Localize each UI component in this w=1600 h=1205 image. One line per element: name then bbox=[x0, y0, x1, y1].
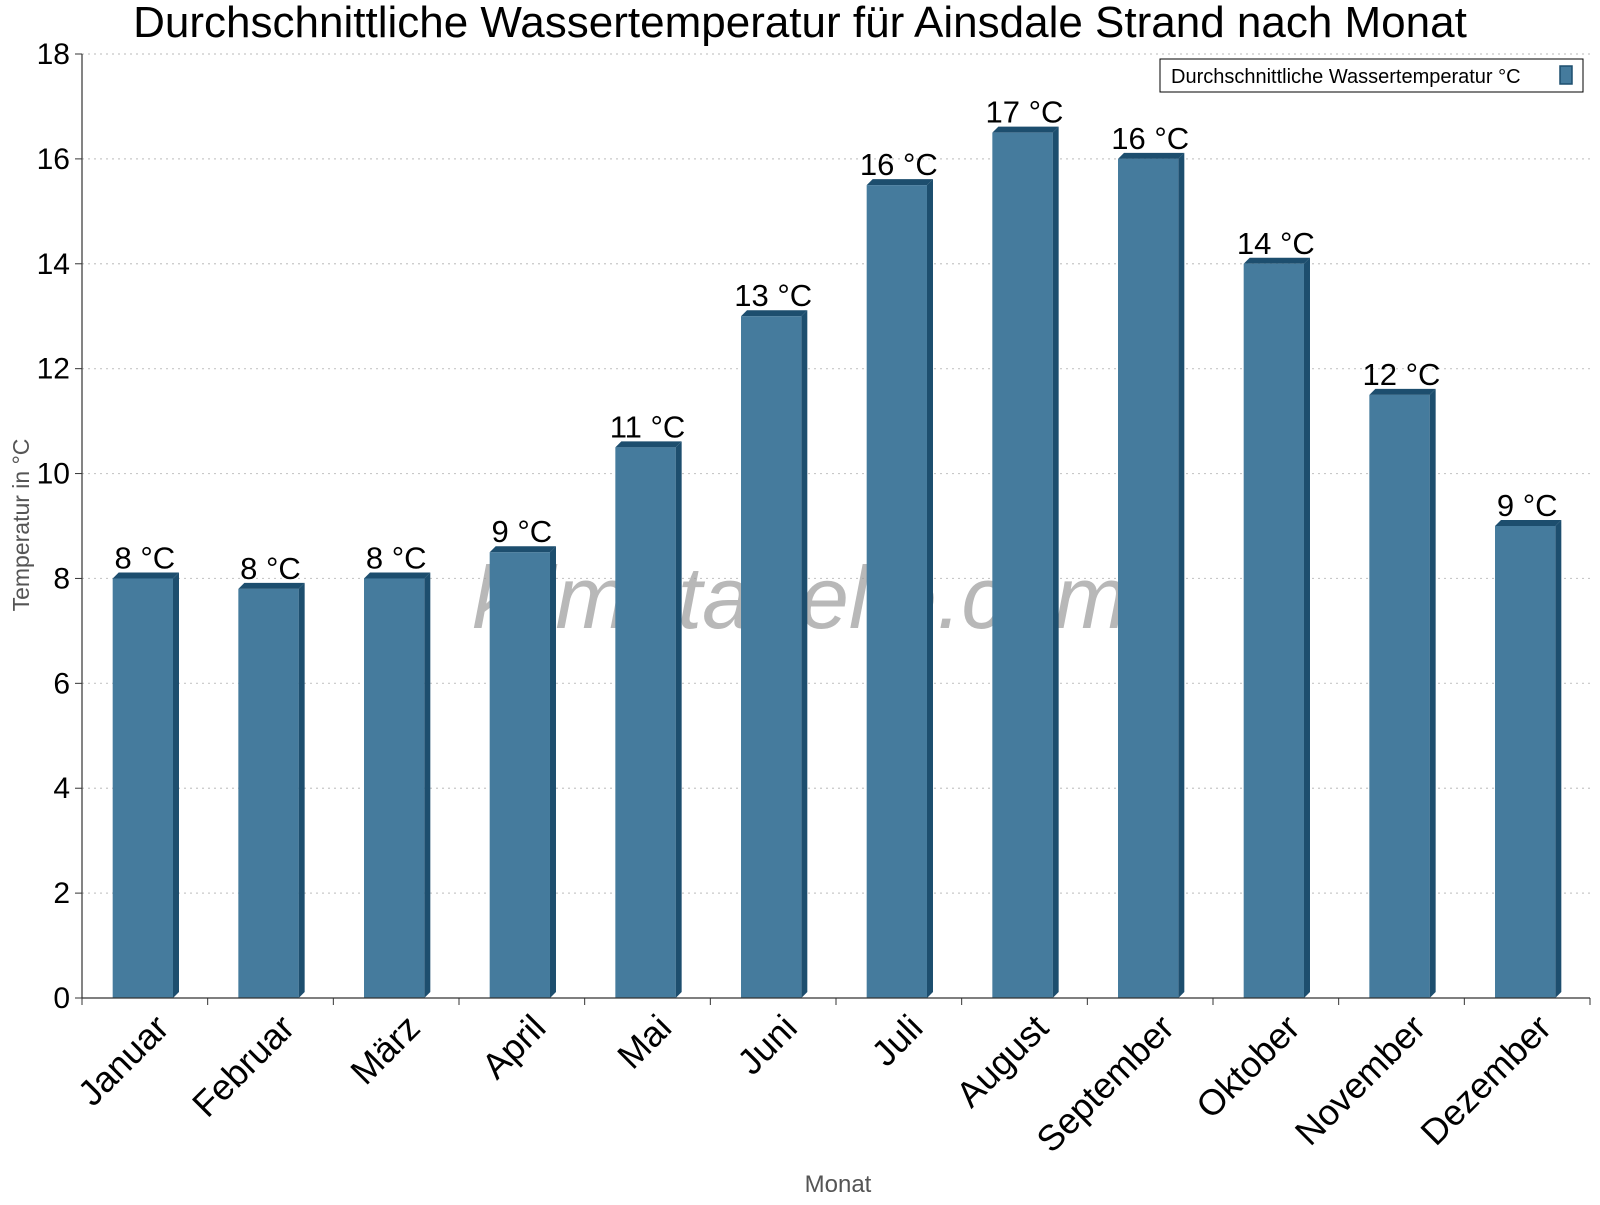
bar-front bbox=[992, 132, 1053, 998]
x-tick-label: April bbox=[474, 1007, 554, 1087]
x-tick-label: November bbox=[1287, 1007, 1433, 1153]
bar-front bbox=[238, 588, 299, 998]
y-tick-labels: 0 2 4 6 8 10 12 14 16 18 bbox=[37, 38, 70, 1015]
bar bbox=[364, 572, 431, 998]
bar-value-label: 14 °C bbox=[1237, 226, 1315, 261]
x-tick-label: Dezember bbox=[1412, 1007, 1558, 1153]
bar bbox=[1495, 520, 1562, 998]
bar-top bbox=[1118, 152, 1185, 159]
bar bbox=[1118, 152, 1185, 998]
bar-side bbox=[424, 572, 431, 998]
x-tick-label: Januar bbox=[70, 1007, 177, 1114]
bar-side bbox=[1052, 126, 1059, 998]
y-tick-label: 12 bbox=[37, 353, 70, 386]
bar-top bbox=[1369, 388, 1436, 395]
legend-label: Durchschnittliche Wassertemperatur °C bbox=[1171, 66, 1521, 88]
bar-front bbox=[615, 447, 676, 998]
y-tick-label: 14 bbox=[37, 248, 70, 281]
bar-value-label: 16 °C bbox=[860, 147, 938, 182]
bar-top bbox=[866, 179, 933, 186]
bar-value-label: 13 °C bbox=[734, 278, 812, 313]
bar bbox=[112, 572, 179, 998]
bar-value-label: 9 °C bbox=[1497, 488, 1558, 523]
bar bbox=[866, 179, 933, 999]
bar-value-label: 17 °C bbox=[986, 95, 1064, 130]
chart-title: Durchschnittliche Wassertemperatur für A… bbox=[133, 0, 1467, 47]
bar-top bbox=[741, 310, 808, 317]
bar-side bbox=[1303, 257, 1310, 998]
bar bbox=[489, 546, 556, 998]
y-tick-label: 16 bbox=[37, 143, 70, 176]
bar-value-label: 16 °C bbox=[1111, 121, 1189, 156]
bars: 8 °C 8 °C 8 °C 9 °C 11 °C 13 °C 16 °C 17 °C 16 °… bbox=[112, 95, 1562, 999]
bar bbox=[238, 582, 305, 998]
y-tick-label: 2 bbox=[53, 877, 70, 910]
bar-top bbox=[489, 546, 556, 553]
bar-side bbox=[926, 179, 933, 999]
bar-front bbox=[489, 552, 550, 998]
y-tick-label: 8 bbox=[53, 562, 70, 595]
bar-front bbox=[1243, 263, 1304, 998]
x-tick-label: Februar bbox=[184, 1007, 302, 1125]
x-axis-title: Monat bbox=[805, 1171, 872, 1198]
bar-value-label: 11 °C bbox=[610, 409, 686, 444]
bar-value-label: 9 °C bbox=[492, 514, 553, 549]
x-tick-labels: Januar Februar März April Mai Juni Juli AugustS… bbox=[70, 1007, 1559, 1161]
x-tick-label: September bbox=[1028, 1007, 1182, 1161]
grid-lines bbox=[82, 53, 1590, 894]
bar-top bbox=[112, 572, 179, 579]
bar-side bbox=[1555, 520, 1562, 998]
x-tick-label: Juni bbox=[729, 1007, 805, 1083]
bar-top bbox=[1495, 520, 1562, 526]
bar-front bbox=[1118, 158, 1179, 998]
legend-swatch bbox=[1559, 65, 1573, 85]
bar-front bbox=[364, 578, 425, 998]
bar-side bbox=[298, 582, 305, 998]
bar-top bbox=[615, 441, 682, 448]
bar-side bbox=[549, 546, 556, 998]
bar-side bbox=[1178, 152, 1185, 998]
y-tick-label: 6 bbox=[53, 667, 70, 700]
axes bbox=[75, 53, 1591, 1005]
bar-top bbox=[238, 582, 305, 589]
bar-top bbox=[1243, 257, 1310, 264]
bar-top bbox=[992, 126, 1059, 133]
bar-front bbox=[866, 185, 927, 999]
x-tick-label: Oktober bbox=[1188, 1007, 1308, 1127]
bar-side bbox=[172, 572, 179, 998]
x-tick-label: Juli bbox=[863, 1007, 930, 1074]
bar-side bbox=[801, 310, 808, 998]
bar-side bbox=[675, 441, 682, 998]
y-tick-label: 10 bbox=[37, 458, 70, 491]
x-tick-label: August bbox=[948, 1007, 1056, 1115]
legend-box bbox=[1159, 58, 1584, 93]
bar bbox=[1243, 257, 1310, 998]
bar-side bbox=[1429, 388, 1436, 998]
bar-top bbox=[364, 572, 431, 579]
bar bbox=[1369, 388, 1436, 998]
bar bbox=[741, 310, 808, 998]
x-tick-label: Mai bbox=[609, 1007, 679, 1077]
bar-front bbox=[1495, 526, 1556, 998]
bar-front bbox=[1369, 394, 1430, 998]
bar bbox=[992, 126, 1059, 998]
bar-front bbox=[741, 316, 802, 998]
bar-value-label: 12 °C bbox=[1363, 357, 1441, 392]
bar bbox=[615, 441, 682, 998]
bar-front bbox=[112, 578, 173, 998]
y-tick-label: 4 bbox=[53, 772, 70, 805]
y-axis-title: Temperatur in °C bbox=[8, 439, 34, 612]
y-tick-label: 0 bbox=[53, 982, 70, 1015]
legend: Durchschnittliche Wassertemperatur °C bbox=[1159, 58, 1584, 93]
bar-value-label: 8 °C bbox=[366, 540, 427, 575]
y-tick-label: 18 bbox=[37, 38, 70, 71]
bar-value-label: 8 °C bbox=[240, 551, 301, 586]
x-tick-label: März bbox=[342, 1007, 428, 1093]
bar-value-label: 8 °C bbox=[115, 540, 176, 575]
